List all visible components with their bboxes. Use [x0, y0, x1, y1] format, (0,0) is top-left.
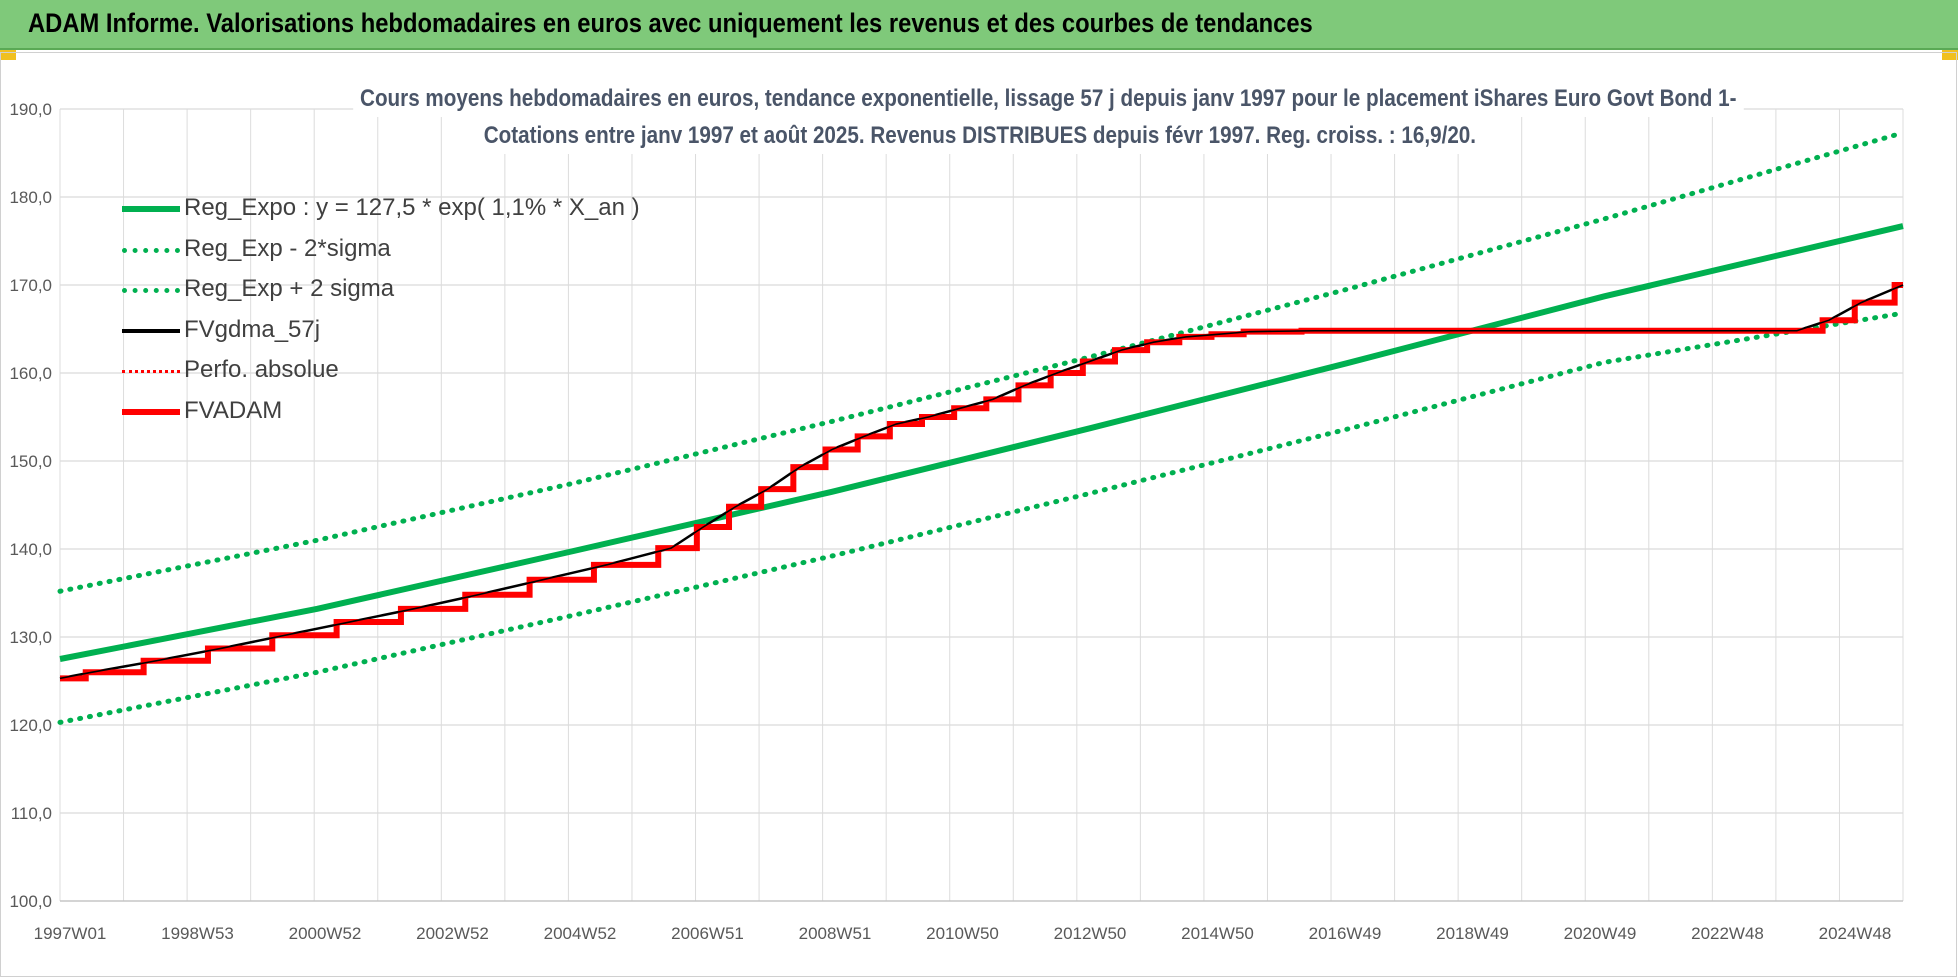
x-tick-label: 2010W50 — [926, 924, 999, 943]
legend-label-perfo: Perfo. absolue — [184, 356, 339, 384]
x-tick-label: 2006W51 — [671, 924, 744, 943]
x-tick-label: 1997W01 — [34, 924, 107, 943]
x-tick-label: 2022W48 — [1691, 924, 1764, 943]
report-title: ADAM Informe. Valorisations hebdomadaire… — [28, 8, 1313, 38]
legend-swatch-reg-exp-minus — [122, 247, 180, 253]
legend-swatch-perfo — [122, 370, 180, 374]
corner-marker-left — [0, 50, 16, 60]
chart-title: Cours moyens hebdomadaires en euros, ten… — [240, 80, 1744, 154]
series-line-0 — [59, 223, 1904, 662]
legend-label-fvgdma: FVgdma_57j — [184, 315, 321, 343]
legend-swatch-fvadam — [122, 408, 180, 415]
legend-label-fvadam: FVADAM — [184, 396, 283, 424]
x-axis: 1997W01 1998W53 2000W52 2002W52 2004W52 2006W… — [34, 924, 1892, 943]
legend-label-reg-exp-minus: Reg_Exp - 2*sigma — [184, 234, 391, 262]
x-tick-label: 2002W52 — [416, 924, 489, 943]
plot-area — [57, 130, 1906, 725]
y-tick-label: 170,0 — [9, 276, 52, 295]
series-line-2 — [57, 130, 1906, 594]
x-tick-label: 2018W49 — [1436, 924, 1509, 943]
series-line-5 — [60, 282, 1903, 682]
report-banner: ADAM Informe. Valorisations hebdomadaire… — [0, 0, 1958, 50]
legend-label-reg-expo: Reg_Expo : y = 127,5 * exp( 1,1% * X_an … — [184, 194, 640, 221]
legend-label-reg-exp-plus: Reg_Exp + 2 sigma — [184, 275, 395, 303]
y-tick-label: 180,0 — [9, 188, 52, 207]
legend-swatch-fvgdma — [122, 328, 180, 333]
x-tick-label: 2024W48 — [1819, 924, 1892, 943]
x-tick-label: 1998W53 — [161, 924, 234, 943]
x-tick-label: 2012W50 — [1054, 924, 1127, 943]
legend-swatch-reg-expo — [122, 206, 180, 212]
y-tick-label: 120,0 — [9, 716, 52, 735]
corner-marker-right — [1942, 50, 1958, 60]
y-tick-label: 140,0 — [9, 540, 52, 559]
y-tick-label: 150,0 — [9, 452, 52, 471]
y-tick-label: 130,0 — [9, 628, 52, 647]
y-axis: 100,0 110,0 120,0 130,0 140,0 150,0 160,0 170,0… — [9, 100, 52, 911]
y-tick-label: 190,0 — [9, 100, 52, 119]
chart-title-line-2: Cotations entre janv 1997 et août 2025. … — [476, 117, 1484, 154]
chart-title-line-1: Cours moyens hebdomadaires en euros, ten… — [353, 80, 1744, 117]
x-tick-label: 2014W50 — [1181, 924, 1254, 943]
x-tick-label: 2008W51 — [799, 924, 872, 943]
chart-frame — [0, 52, 1957, 977]
x-tick-label: 2000W52 — [289, 924, 362, 943]
y-tick-label: 110,0 — [11, 804, 52, 823]
y-tick-label: 160,0 — [9, 364, 52, 383]
series-line-1 — [57, 310, 1906, 725]
x-tick-label: 2016W49 — [1309, 924, 1382, 943]
series-line-fvgdma-overlay — [59, 284, 1904, 680]
x-tick-label: 2004W52 — [544, 924, 617, 943]
chart-grid — [59, 108, 1904, 902]
legend-swatch-reg-exp-plus — [122, 288, 180, 294]
x-tick-label: 2020W49 — [1564, 924, 1637, 943]
y-tick-label: 100,0 — [9, 892, 52, 911]
